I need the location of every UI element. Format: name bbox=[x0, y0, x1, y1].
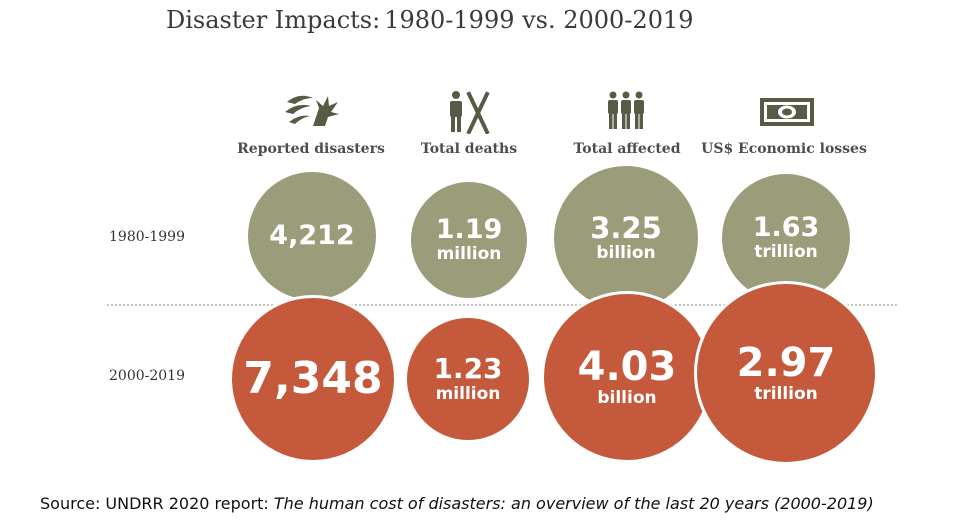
value-label: 1.23 bbox=[433, 352, 503, 386]
value-label: 1.63 bbox=[752, 211, 820, 243]
unit-label: trillion bbox=[754, 384, 818, 405]
category-label-total-affected: Total affected bbox=[573, 141, 681, 157]
value-label: 1.19 bbox=[435, 213, 503, 245]
value-label: 3.25 bbox=[590, 210, 662, 245]
source-title: The human cost of disasters: an overview… bbox=[273, 494, 874, 513]
category-label-economic-losses: US$ Economic losses bbox=[701, 141, 867, 157]
source-note: Source: UNDRR 2020 report: The human cos… bbox=[40, 494, 874, 513]
value-label: 4,212 bbox=[269, 219, 355, 251]
money-icon bbox=[760, 98, 814, 126]
storm-icon bbox=[285, 95, 339, 126]
unit-label: million bbox=[435, 383, 501, 404]
chart-title-part2: 1980-1999 vs. 2000-2019 bbox=[384, 6, 694, 34]
category-label-total-deaths: Total deaths bbox=[420, 141, 518, 157]
unit-label: billion bbox=[597, 388, 657, 409]
value-label: 4.03 bbox=[577, 344, 677, 391]
source-prefix: Source: UNDRR 2020 report: bbox=[40, 494, 274, 513]
death-icon bbox=[450, 91, 490, 134]
bubble-1980-1999-economic-losses: 1.63 trillion bbox=[722, 174, 850, 302]
bubble-2000-2019-total-deaths: 1.23 million bbox=[407, 318, 529, 440]
people-icon bbox=[608, 91, 644, 129]
bubble-2000-2019-economic-losses: 2.97 trillion bbox=[697, 284, 875, 462]
value-label: 2.97 bbox=[736, 340, 836, 387]
chart-title: Disaster Impacts: 1980-1999 vs. 2000-2019 bbox=[166, 6, 694, 34]
bubble-1980-1999-total-affected: 3.25 billion bbox=[554, 166, 698, 310]
chart-title-part1: Disaster Impacts: bbox=[166, 6, 381, 34]
period-divider bbox=[107, 304, 897, 306]
value-label: 7,348 bbox=[243, 352, 383, 404]
category-label-reported-disasters: Reported disasters bbox=[237, 141, 385, 157]
row-label-1980-1999: 1980-1999 bbox=[109, 229, 185, 245]
bubble-2000-2019-reported-disasters: 7,348 bbox=[232, 298, 394, 460]
unit-label: billion bbox=[596, 243, 656, 264]
bubble-1980-1999-reported-disasters: 4,212 bbox=[248, 172, 376, 300]
bubble-2000-2019-total-affected: 4.03 billion bbox=[544, 294, 710, 460]
row-label-2000-2019: 2000-2019 bbox=[109, 368, 185, 384]
bubble-1980-1999-total-deaths: 1.19 million bbox=[411, 182, 527, 298]
unit-label: million bbox=[436, 244, 502, 265]
unit-label: trillion bbox=[754, 242, 818, 263]
